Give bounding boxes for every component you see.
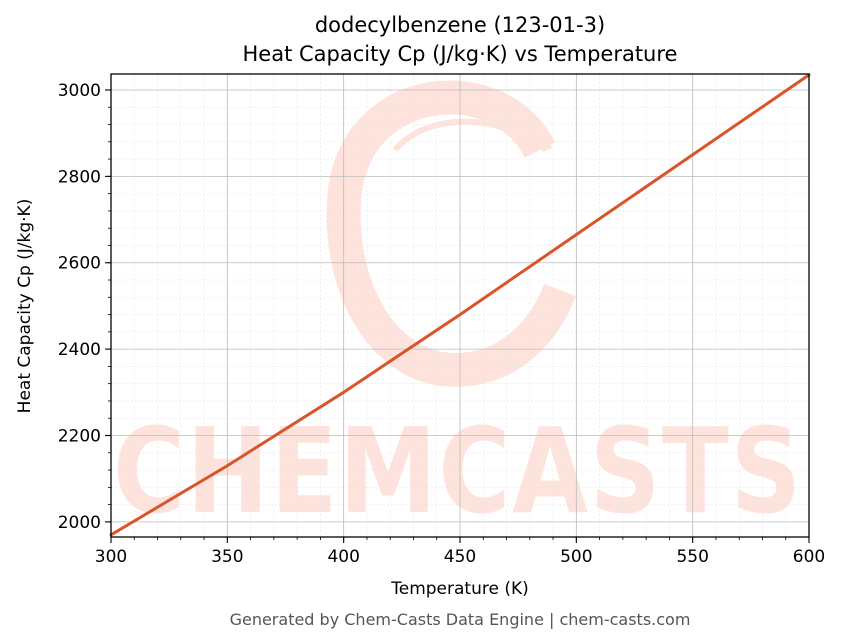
watermark-logo-swirl [326, 80, 576, 388]
x-tick-label: 450 [444, 547, 476, 567]
x-tick-label: 550 [676, 547, 708, 567]
x-tick-label: 500 [560, 547, 592, 567]
y-tick-label: 2200 [58, 427, 101, 447]
x-tick-label: 400 [327, 547, 359, 567]
x-axis-label: Temperature (K) [390, 579, 529, 599]
y-tick-label: 2000 [58, 513, 101, 533]
series-line-1 [109, 73, 811, 537]
chart-subtitle: Heat Capacity Cp (J/kg·K) vs Temperature [243, 42, 678, 66]
y-tick-label: 3000 [58, 81, 101, 101]
y-axis-label: Heat Capacity Cp (J/kg·K) [15, 199, 35, 414]
y-tick-label: 2600 [58, 254, 101, 274]
x-axis-ticks: 300 350 400 450 500 550 600 [95, 537, 825, 567]
y-tick-label: 2400 [58, 340, 101, 360]
x-tick-label: 350 [211, 547, 243, 567]
x-tick-label: 600 [793, 547, 825, 567]
y-tick-label: 2800 [58, 167, 101, 187]
y-axis-ticks: 2000 2200 2400 2600 2800 3000 [58, 81, 111, 533]
footer-credit: Generated by Chem-Casts Data Engine | ch… [230, 610, 691, 629]
series-layer [109, 73, 811, 537]
x-tick-label: 300 [95, 547, 127, 567]
chart-title: dodecylbenzene (123-01-3) [315, 13, 605, 37]
grid-major [110, 74, 810, 537]
